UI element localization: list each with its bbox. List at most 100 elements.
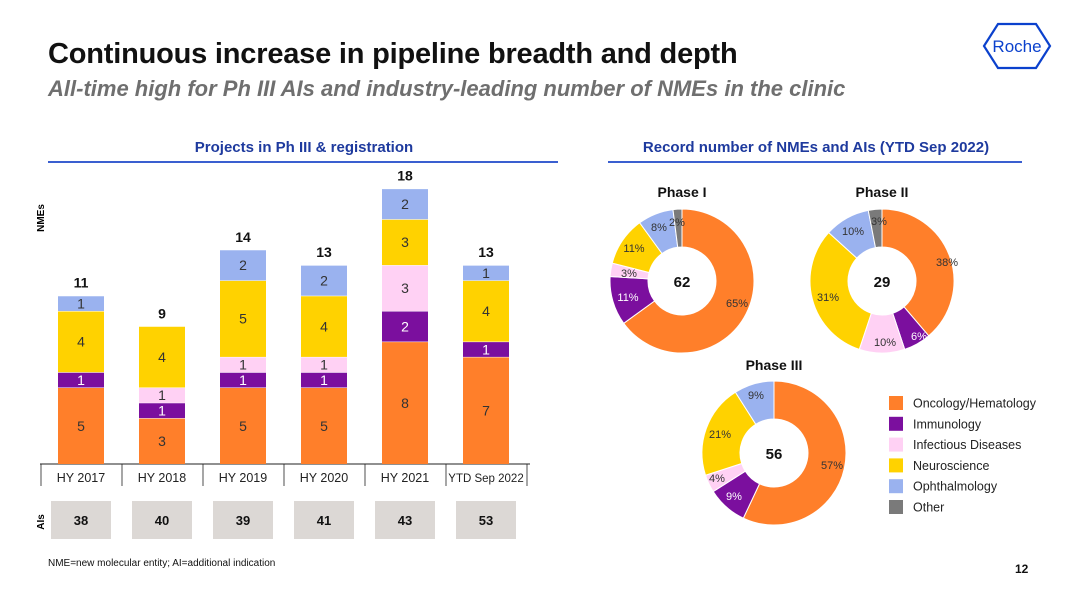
bar-segment-label: 4: [482, 303, 490, 319]
donut-slice-oncology: [623, 208, 755, 354]
left-panel-title: Projects in Ph III & registration: [194, 139, 414, 156]
legend-swatch-oncology: [889, 396, 903, 410]
category-label: YTD Sep 2022: [448, 473, 523, 485]
ai-value: 38: [74, 513, 88, 528]
legend-swatch-infectious: [889, 437, 903, 452]
bar-segment-infectious: [220, 356, 266, 373]
donut-slice-label: 6%: [911, 331, 927, 343]
bar-segment-label: 1: [482, 265, 490, 281]
bar-segment-label: 1: [239, 357, 247, 373]
bar-segment-immunology: [220, 372, 266, 388]
bar-segment-label: 1: [77, 295, 85, 311]
donut-slice-label: 2%: [669, 217, 685, 229]
footnote: NME=new molecular entity; AI=additional …: [48, 558, 276, 569]
bar-segment-infectious: [139, 387, 185, 403]
right-panel-rule: [608, 161, 1022, 163]
donut-center-label: 29: [874, 274, 891, 291]
bar-segment-label: 5: [320, 418, 328, 434]
bar-segment-label: 1: [158, 387, 166, 403]
bar-segment-label: 5: [239, 418, 247, 434]
bar-segment-label: 3: [401, 280, 409, 296]
legend-swatch-other: [889, 500, 903, 514]
bar-segment-immunology: [382, 311, 428, 342]
category-label: HY 2019: [219, 471, 267, 485]
bar-segment-immunology: [58, 372, 104, 388]
bar-segment-label: 5: [239, 311, 247, 327]
donut-slice-label: 9%: [726, 491, 742, 503]
ai-box: [132, 501, 192, 539]
donut-slice-label: 4%: [709, 473, 725, 485]
page-title: Continuous increase in pipeline breadth …: [48, 38, 738, 70]
legend-label: Oncology/Hematology: [913, 397, 1037, 411]
donut-slice-label: 3%: [871, 216, 887, 228]
donut-center-label: 62: [674, 274, 691, 291]
bar-segment-oncology: [463, 356, 509, 464]
legend-label: Neuroscience: [913, 459, 989, 473]
bar-total-label: 11: [74, 275, 89, 291]
bar-total-label: 13: [316, 244, 332, 260]
bar-segment-label: 4: [320, 318, 328, 334]
donut-title: Phase II: [856, 184, 909, 200]
left-panel-rule: [48, 161, 558, 163]
bar-segment-label: 2: [320, 272, 328, 288]
category-label: HY 2021: [381, 471, 429, 485]
roche-logo: Roche: [982, 22, 1052, 70]
legend-swatch-neuroscience: [889, 458, 903, 473]
bar-segment-neuroscience: [220, 280, 266, 357]
donut-slice-ophthalmology: [734, 380, 775, 425]
bar-segment-oncology: [220, 387, 266, 464]
ai-value: 53: [479, 513, 493, 528]
donut-slice-oncology: [881, 208, 955, 337]
donut-slice-oncology: [742, 380, 847, 526]
donut-slice-label: 9%: [748, 390, 764, 402]
ai-box: [213, 501, 273, 539]
bar-segment-label: 4: [77, 334, 85, 350]
legend-label: Infectious Diseases: [913, 438, 1021, 452]
bar-segment-ophthalmology: [382, 188, 428, 220]
donut-title: Phase I: [657, 184, 706, 200]
bar-segment-neuroscience: [463, 280, 509, 342]
bar-total-label: 13: [478, 244, 494, 260]
ai-box: [51, 501, 111, 539]
category-label: HY 2017: [57, 471, 105, 485]
donut-slice-label: 57%: [821, 460, 843, 472]
ai-value: 39: [236, 513, 250, 528]
donut-slice-label: 38%: [936, 257, 958, 269]
bar-segment-oncology: [301, 387, 347, 464]
bar-segment-label: 2: [401, 318, 409, 334]
bar-segment-neuroscience: [139, 326, 185, 388]
bar-segment-infectious: [382, 265, 428, 311]
legend: Oncology/Hematology Immunology Infectious …: [889, 396, 1037, 515]
bar-segment-label: 1: [320, 357, 328, 373]
bar-segment-label: 2: [239, 257, 247, 273]
page-number: 12: [1015, 562, 1029, 576]
bar-segment-oncology: [382, 341, 428, 464]
ai-box: [294, 501, 354, 539]
category-label: HY 2018: [138, 471, 186, 485]
donut-title: Phase III: [746, 357, 803, 373]
logo-wordmark: Roche: [992, 37, 1041, 56]
bar-segment-oncology: [139, 418, 185, 464]
bar-segment-infectious: [301, 356, 347, 373]
bar-segment-label: 1: [320, 372, 328, 388]
ai-value: 43: [398, 513, 412, 528]
legend-swatch-ophthalmology: [889, 479, 903, 494]
bar-segment-neuroscience: [58, 311, 104, 373]
bar-segment-label: 3: [158, 433, 166, 449]
bar-segment-label: 1: [239, 372, 247, 388]
bar-segment-ophthalmology: [58, 295, 104, 311]
bar-segment-neuroscience: [382, 219, 428, 266]
bar-segment-oncology: [58, 387, 104, 464]
bar-segment-ophthalmology: [220, 249, 266, 281]
donut-slice-label: 10%: [874, 337, 896, 349]
nme-axis-label: NMEs: [36, 204, 47, 232]
bar-total-label: 9: [158, 305, 166, 321]
donut-charts: Phase I 65% 11% 3% 11% 8% 2% 62 Phase II 38% 6% 10%…: [609, 184, 1037, 526]
bar-segment-neuroscience: [301, 295, 347, 357]
bar-segment-ophthalmology: [301, 265, 347, 296]
ai-box: [375, 501, 435, 539]
legend-label: Immunology: [913, 417, 982, 431]
donut-slice-label: 11%: [623, 243, 644, 255]
bar-total-label: 18: [397, 168, 413, 184]
donut-slice-neuroscience: [809, 231, 872, 350]
